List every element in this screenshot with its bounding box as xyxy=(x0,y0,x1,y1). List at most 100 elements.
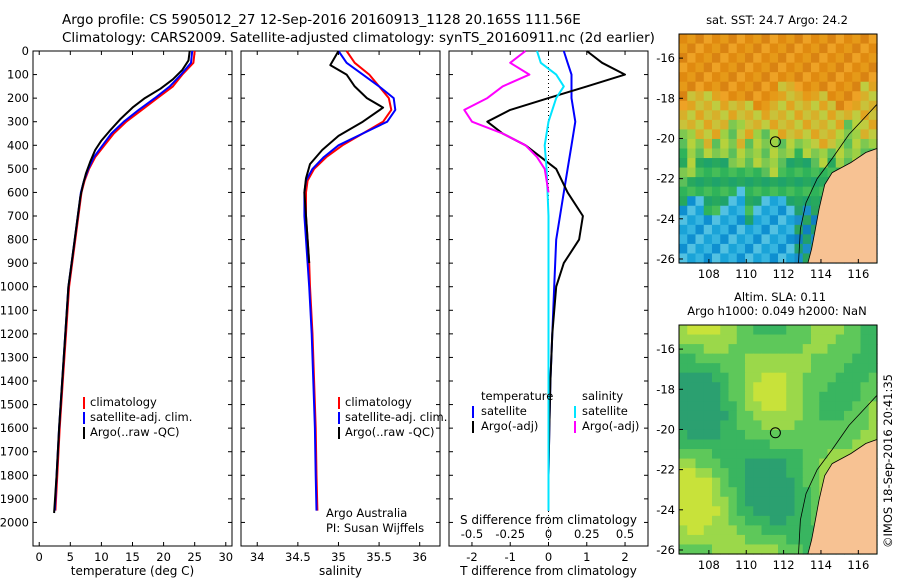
map-cell xyxy=(679,129,688,140)
map-cell xyxy=(712,167,721,178)
map-cell xyxy=(736,253,746,264)
map-y-tick-label: -16 xyxy=(656,51,675,65)
map-cell xyxy=(736,186,746,197)
map-cell xyxy=(868,410,878,422)
map-cell xyxy=(687,91,697,102)
map-cell xyxy=(712,353,721,364)
map-cell xyxy=(802,72,812,83)
map-x-tick-label: 112 xyxy=(773,267,795,281)
map-cell xyxy=(811,325,820,336)
map-cell xyxy=(811,420,820,431)
map-cell xyxy=(712,458,721,469)
temperature-legend: climatology satellite-adj. clim. Argo(..… xyxy=(83,395,192,439)
map-cell xyxy=(728,129,738,140)
map-cell xyxy=(852,148,862,159)
map-cell xyxy=(769,91,779,102)
map-cell xyxy=(736,43,746,54)
map-cell xyxy=(827,148,837,159)
map-cell xyxy=(720,110,730,121)
map-cell xyxy=(761,224,771,235)
map-cell xyxy=(728,382,738,393)
map-cell xyxy=(802,325,812,336)
map-cell xyxy=(753,344,763,355)
map-cell xyxy=(720,420,730,431)
map-cell xyxy=(728,534,738,546)
map-cell xyxy=(778,253,787,264)
map-cell xyxy=(811,119,820,131)
bathymetry-contour xyxy=(798,104,878,264)
map-cell xyxy=(695,167,705,178)
map-cell xyxy=(794,429,804,441)
series-line xyxy=(53,50,191,514)
map-cell xyxy=(753,158,763,169)
map-cell xyxy=(786,253,796,264)
map-cell xyxy=(769,234,779,245)
map-cell xyxy=(728,544,738,555)
map-cell xyxy=(753,196,763,207)
map-cell xyxy=(761,205,771,216)
map-cell xyxy=(802,100,812,111)
map-cell xyxy=(753,534,763,546)
map-cell xyxy=(844,382,853,393)
map-cell xyxy=(695,215,705,226)
map-cell xyxy=(728,429,738,441)
map-cell xyxy=(819,177,829,188)
map-cell xyxy=(769,449,779,460)
x-tick-label: 36 xyxy=(412,550,427,564)
map-cell xyxy=(769,53,779,64)
map-cell xyxy=(695,325,705,336)
map-cell xyxy=(736,325,746,336)
map-cell xyxy=(687,186,697,197)
plot-frame xyxy=(240,50,441,547)
map-cell xyxy=(753,515,763,526)
map-cell xyxy=(703,253,713,264)
map-cell xyxy=(778,525,787,536)
map-cell xyxy=(695,410,705,422)
map-cell xyxy=(679,496,688,507)
legend-label-argo: Argo(..raw -QC) xyxy=(90,425,180,439)
map-cell xyxy=(794,506,804,517)
map-cell xyxy=(819,334,829,345)
map-cell xyxy=(736,334,746,345)
map-cell xyxy=(703,205,713,216)
map-cell xyxy=(844,372,853,383)
map-cell xyxy=(687,487,697,498)
salinity-legend: climatology satellite-adj. clim. Argo(..… xyxy=(338,395,447,439)
map-cell xyxy=(745,196,754,207)
credit-line-2: PI: Susan Wijffels xyxy=(326,521,424,535)
map-cell xyxy=(687,372,697,383)
depth-tick-label: 300 xyxy=(7,115,29,129)
map-cell xyxy=(679,253,688,264)
profile-title: Argo profile: CS 5905012_27 12-Sep-2016 … xyxy=(62,12,581,28)
map-cell xyxy=(687,129,697,140)
map-cell xyxy=(745,429,754,441)
map-cell xyxy=(753,334,763,345)
map-cell xyxy=(769,34,779,45)
map-cell xyxy=(786,158,796,169)
map-cell xyxy=(679,186,688,197)
legend-label-satellite: satellite-adj. clim. xyxy=(345,410,447,424)
map-cell xyxy=(753,243,763,255)
map-cell xyxy=(769,353,779,364)
map-cell xyxy=(703,129,713,140)
map-cell xyxy=(802,429,812,441)
map-cell xyxy=(794,353,804,364)
map-cell xyxy=(761,100,771,111)
map-cell xyxy=(860,81,870,92)
map-cell xyxy=(802,81,812,92)
map-cell xyxy=(720,234,730,245)
map-cell xyxy=(695,477,705,488)
map-cell xyxy=(844,110,853,121)
map-cell xyxy=(778,439,787,450)
map-cell xyxy=(720,325,730,336)
map-cell xyxy=(852,91,862,102)
map-cell xyxy=(794,119,804,131)
map-cell xyxy=(778,487,787,498)
map-cell xyxy=(860,429,870,441)
map-cell xyxy=(811,429,820,441)
map-cell xyxy=(712,515,721,526)
map-cell xyxy=(811,53,820,64)
map-cell xyxy=(720,410,730,422)
map-cell xyxy=(794,334,804,345)
map-cell xyxy=(778,506,787,517)
